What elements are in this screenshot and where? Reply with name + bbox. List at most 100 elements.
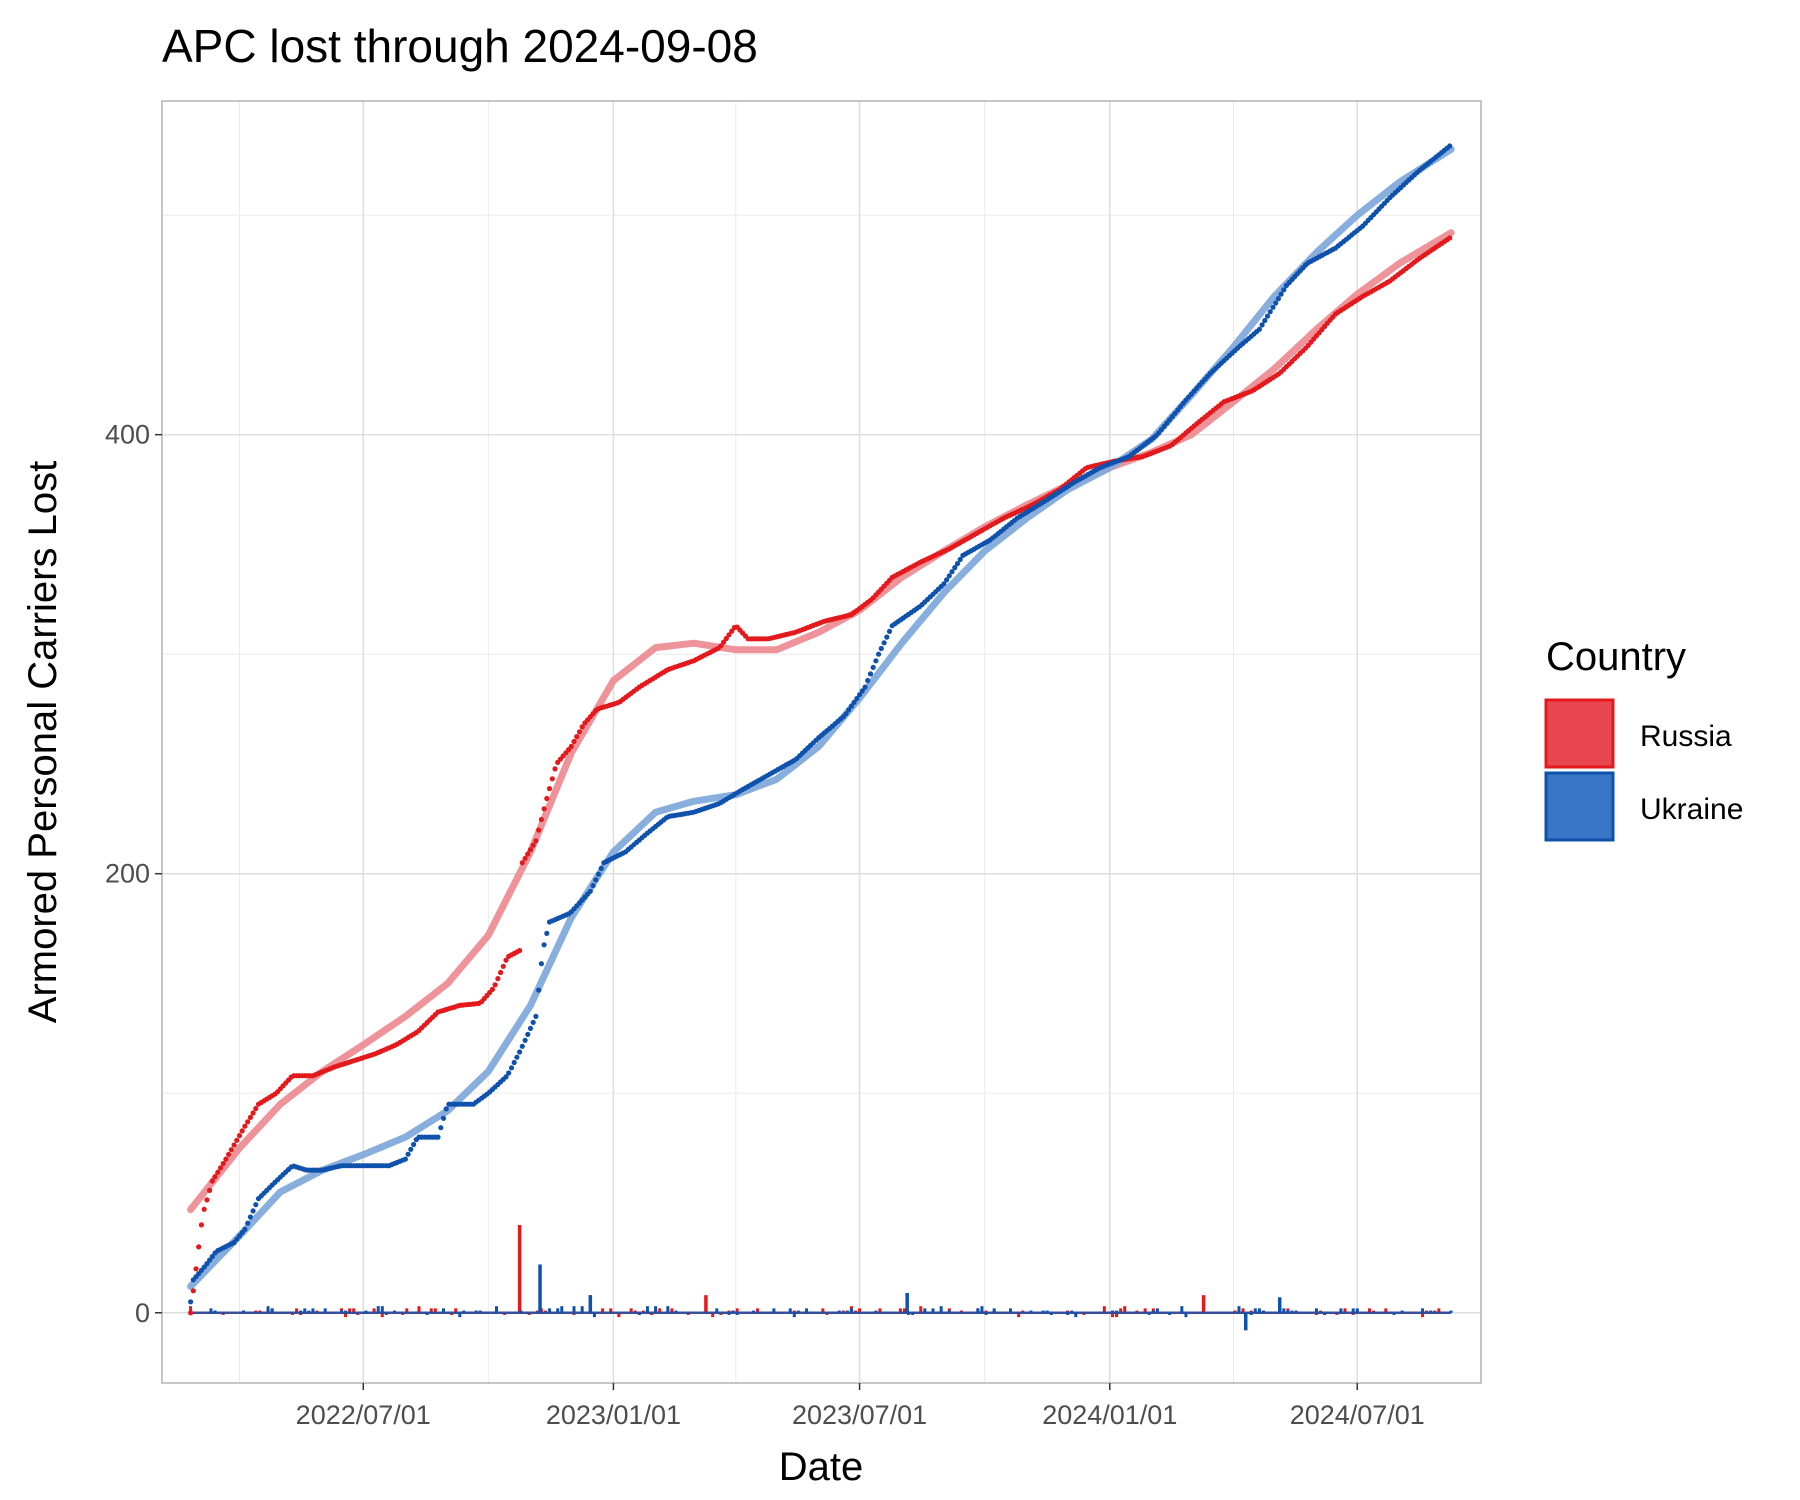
point-ukraine: [957, 556, 963, 563]
point-ukraine: [508, 1065, 515, 1071]
point-russia: [217, 1165, 224, 1171]
point-russia: [234, 1137, 240, 1143]
point-russia: [568, 743, 574, 750]
point-russia: [721, 639, 727, 645]
point-ukraine: [204, 1261, 210, 1267]
trend-line-ukraine: [187, 145, 1455, 1290]
point-ukraine: [1256, 326, 1262, 332]
point-ukraine: [405, 1151, 411, 1157]
daily-changes: [189, 1224, 1453, 1331]
x-tick-label: 2024/07/01: [1290, 1400, 1425, 1430]
point-russia: [226, 1151, 232, 1157]
x-tick-label: 2024/01/01: [1042, 1400, 1177, 1430]
point-ukraine: [859, 688, 865, 694]
point-ukraine: [865, 677, 871, 684]
point-russia: [196, 1244, 202, 1250]
point-ukraine: [587, 888, 593, 894]
legend-label-russia: Russia: [1640, 720, 1732, 753]
point-russia: [576, 729, 583, 735]
point-russia: [544, 795, 550, 802]
point-russia: [549, 776, 555, 782]
point-russia: [212, 1174, 218, 1180]
point-russia: [220, 1160, 226, 1167]
point-ukraine: [867, 671, 874, 677]
point-ukraine: [944, 577, 950, 583]
point-russia: [498, 969, 504, 976]
point-ukraine: [245, 1220, 251, 1226]
x-axis-title: Date: [779, 1445, 864, 1489]
point-ukraine: [878, 645, 884, 652]
point-ukraine: [1259, 322, 1265, 328]
point-russia: [492, 982, 498, 988]
point-russia: [201, 1206, 207, 1212]
point-ukraine: [593, 877, 599, 883]
point-ukraine: [848, 703, 855, 709]
point-russia: [519, 860, 525, 866]
point-ukraine: [851, 699, 857, 705]
point-russia: [188, 1310, 194, 1316]
x-axis: 2022/07/01 2023/01/01 2023/07/01 2024/01/01…: [296, 1383, 1425, 1430]
point-russia: [1447, 235, 1453, 241]
point-ukraine: [954, 561, 961, 567]
point-russia: [190, 1288, 196, 1294]
legend-label-ukraine: Ukraine: [1640, 793, 1743, 826]
point-ukraine: [443, 1106, 449, 1112]
point-ukraine: [1262, 317, 1268, 324]
trend-line-russia: [187, 229, 1455, 1214]
point-russia: [228, 1147, 234, 1153]
point-ukraine: [1275, 296, 1281, 302]
point-russia: [242, 1123, 248, 1129]
point-ukraine: [886, 628, 893, 635]
x-tick-label: 2022/07/01: [296, 1400, 431, 1430]
point-ukraine: [854, 695, 860, 702]
point-russia: [530, 842, 536, 848]
point-russia: [729, 628, 735, 634]
point-ukraine: [544, 930, 550, 937]
point-russia: [204, 1197, 210, 1203]
point-ukraine: [946, 573, 952, 579]
point-ukraine: [884, 634, 890, 640]
point-russia: [579, 724, 585, 730]
point-ukraine: [253, 1202, 259, 1208]
point-ukraine: [511, 1059, 517, 1066]
y-axis-title: Armored Personal Carriers Lost: [21, 461, 65, 1023]
y-tick-label: 400: [105, 420, 150, 450]
legend: Country Russia Ukraine: [1544, 635, 1743, 842]
point-russia: [533, 838, 539, 844]
point-ukraine: [530, 1019, 536, 1025]
point-ukraine: [536, 987, 542, 993]
point-ukraine: [506, 1070, 512, 1076]
y-tick-label: 200: [105, 859, 150, 889]
point-ukraine: [952, 565, 958, 571]
point-russia: [522, 855, 528, 861]
point-russia: [236, 1133, 243, 1139]
point-ukraine: [201, 1264, 207, 1270]
point-russia: [209, 1178, 215, 1184]
grid-minor: [162, 101, 1481, 1383]
point-ukraine: [843, 711, 849, 717]
legend-swatch-russia: [1544, 698, 1615, 769]
point-russia: [495, 976, 501, 982]
point-russia: [245, 1119, 251, 1125]
point-russia: [253, 1106, 259, 1112]
trend-lines: [187, 145, 1455, 1290]
point-russia: [571, 738, 577, 745]
point-russia: [538, 816, 545, 823]
point-russia: [250, 1110, 256, 1116]
legend-item-ukraine: Ukraine: [1544, 771, 1743, 842]
point-ukraine: [519, 1043, 525, 1049]
x-tick-label: 2023/01/01: [546, 1400, 681, 1430]
legend-title: Country: [1546, 635, 1686, 679]
point-ukraine: [517, 1049, 523, 1055]
point-ukraine: [862, 684, 868, 690]
point-russia: [574, 734, 580, 740]
point-ukraine: [440, 1115, 447, 1121]
point-ukraine: [533, 1013, 539, 1020]
plot-panel-border: [161, 100, 1482, 1384]
cumulative-points: [188, 143, 1453, 1316]
point-ukraine: [598, 865, 604, 872]
point-russia: [726, 632, 732, 638]
point-ukraine: [408, 1146, 414, 1152]
point-russia: [541, 806, 547, 812]
